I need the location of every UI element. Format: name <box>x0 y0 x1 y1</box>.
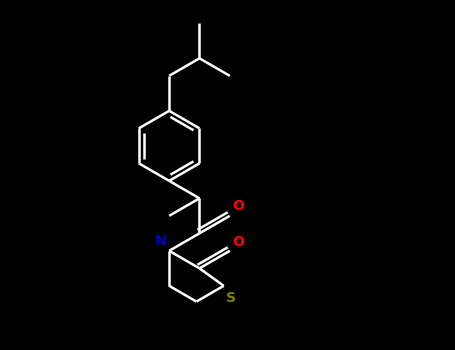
Text: O: O <box>233 199 245 213</box>
Text: O: O <box>233 235 245 249</box>
Text: N: N <box>155 234 166 248</box>
Text: S: S <box>226 290 236 304</box>
